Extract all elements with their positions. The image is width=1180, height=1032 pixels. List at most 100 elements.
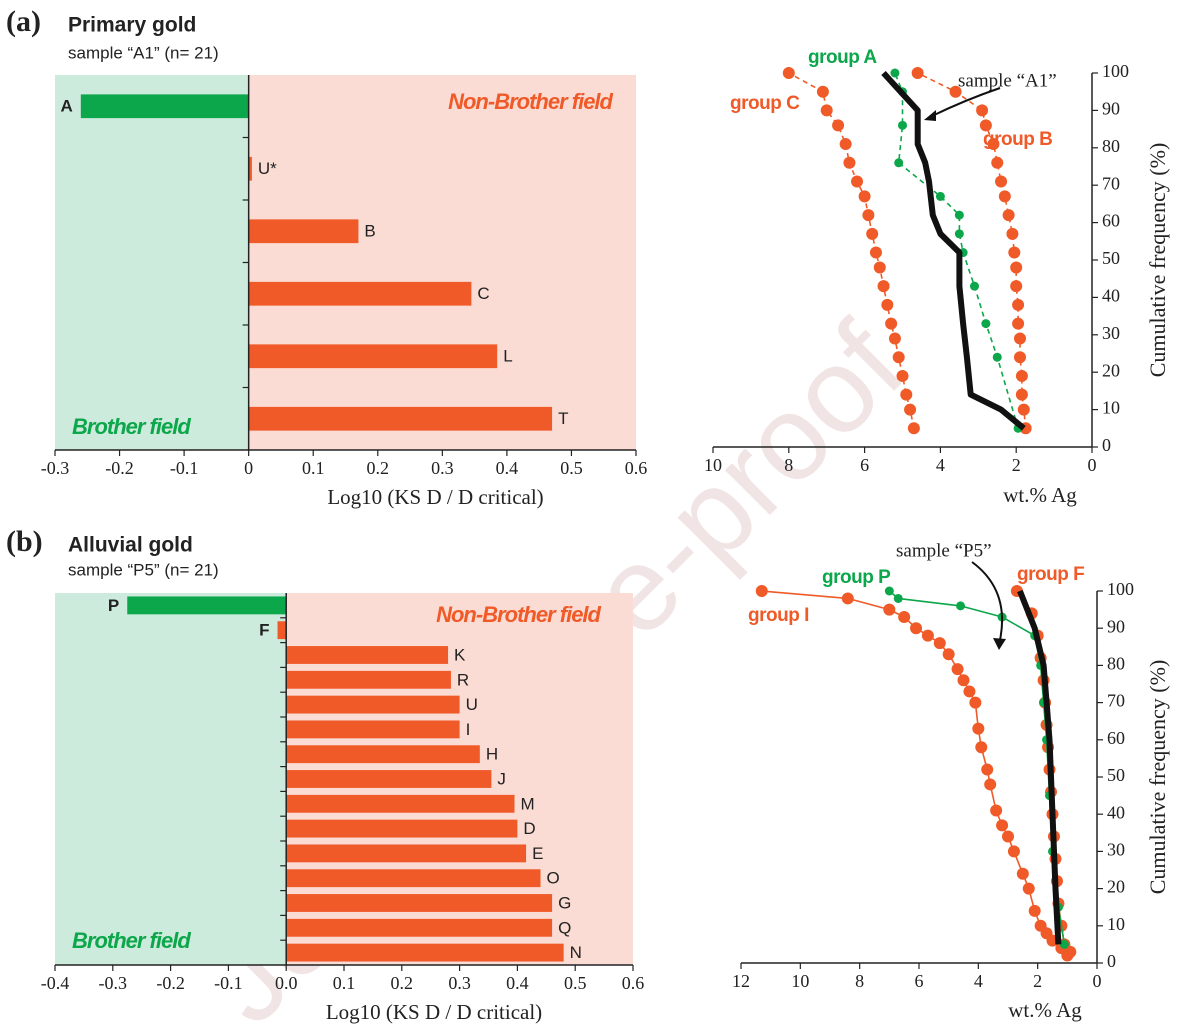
series-point bbox=[949, 85, 962, 98]
x-tick-label: 0.6 bbox=[622, 973, 645, 993]
x-tick-label: 0.2 bbox=[391, 973, 414, 993]
bar-label: O bbox=[547, 869, 560, 888]
field-label: Brother field bbox=[72, 928, 191, 953]
chart-title: Alluvial gold bbox=[68, 534, 193, 557]
series-line bbox=[761, 590, 1068, 957]
series-point bbox=[873, 261, 886, 274]
x-tick-label: -0.1 bbox=[214, 973, 243, 993]
bar-label: H bbox=[486, 745, 498, 764]
series-point bbox=[910, 622, 923, 635]
series-label: group A bbox=[808, 47, 877, 68]
bar bbox=[80, 94, 249, 119]
series-point bbox=[981, 763, 994, 776]
bar bbox=[277, 621, 287, 640]
series-point bbox=[1006, 227, 1019, 240]
x-tick-label: 2 bbox=[1012, 455, 1021, 475]
x-tick-label: 0.3 bbox=[448, 973, 471, 993]
bar bbox=[248, 156, 252, 181]
panel-label: (b) bbox=[6, 525, 43, 558]
series-point bbox=[1007, 845, 1020, 858]
bar-label: C bbox=[477, 284, 489, 303]
series-point bbox=[1010, 280, 1023, 293]
brother-field bbox=[55, 75, 249, 450]
bar-label: M bbox=[521, 794, 535, 813]
bar-label: K bbox=[454, 645, 466, 664]
series-point bbox=[1002, 209, 1015, 222]
field-label: Non-Brother field bbox=[448, 89, 613, 114]
x-tick-label: 8 bbox=[784, 455, 793, 475]
series-point bbox=[981, 319, 991, 329]
y-tick-label: 40 bbox=[1107, 802, 1125, 822]
series-point bbox=[884, 586, 894, 596]
y-tick-label: 80 bbox=[1107, 654, 1125, 674]
bar bbox=[127, 596, 287, 615]
series-line bbox=[917, 72, 1027, 429]
x-tick-label: 0.3 bbox=[431, 458, 454, 478]
series-line bbox=[788, 72, 915, 429]
x-tick-label: 0.6 bbox=[625, 458, 648, 478]
bar bbox=[286, 943, 564, 962]
series-point bbox=[1022, 882, 1035, 895]
bar-label: F bbox=[259, 621, 269, 640]
series-point bbox=[995, 175, 1008, 188]
series-label: group F bbox=[1017, 564, 1084, 585]
series-point bbox=[1008, 246, 1021, 259]
bar-label: G bbox=[558, 893, 571, 912]
series-point bbox=[883, 603, 896, 616]
series-line bbox=[1016, 590, 1071, 953]
x-tick-label: 10 bbox=[791, 971, 809, 991]
series-point bbox=[1015, 388, 1028, 401]
x-tick-label: 2 bbox=[1033, 971, 1042, 991]
x-tick-label: 4 bbox=[936, 455, 945, 475]
series-point bbox=[970, 281, 980, 291]
bar-label: D bbox=[523, 819, 535, 838]
series-point bbox=[816, 85, 829, 98]
series-point bbox=[888, 332, 901, 345]
series-point bbox=[998, 190, 1011, 203]
x-axis-label: wt.% Ag bbox=[1008, 998, 1082, 1022]
series-label: sample “A1” bbox=[958, 70, 1057, 91]
y-axis-label: Cumulative frequency (%) bbox=[1145, 660, 1170, 895]
series-point bbox=[1012, 317, 1025, 330]
bar bbox=[286, 819, 518, 838]
series-point bbox=[782, 67, 795, 79]
y-tick-label: 50 bbox=[1102, 248, 1120, 268]
series-point bbox=[894, 158, 904, 168]
series-point bbox=[1059, 939, 1069, 949]
field-label: Non-Brother field bbox=[436, 602, 601, 627]
x-axis-label: wt.% Ag bbox=[1003, 483, 1077, 507]
series-point bbox=[898, 120, 907, 130]
y-tick-label: 70 bbox=[1107, 691, 1125, 711]
series-point bbox=[1034, 919, 1047, 932]
series-point bbox=[841, 592, 854, 605]
bar bbox=[248, 219, 359, 244]
series-line bbox=[881, 70, 1026, 431]
x-tick-label: 0.5 bbox=[564, 973, 587, 993]
annotation-arrow bbox=[971, 561, 1004, 641]
series-point bbox=[987, 138, 1000, 151]
series-point bbox=[832, 119, 845, 132]
series-point bbox=[975, 741, 988, 754]
series-point bbox=[957, 674, 970, 687]
series-point bbox=[843, 156, 856, 169]
y-tick-label: 10 bbox=[1107, 914, 1125, 934]
bar bbox=[286, 720, 460, 739]
chart-subtitle: sample “P5” (n= 21) bbox=[68, 560, 219, 579]
x-tick-label: 10 bbox=[704, 455, 722, 475]
series-label: group P bbox=[822, 567, 891, 588]
bar bbox=[286, 894, 553, 912]
y-tick-label: 70 bbox=[1102, 173, 1120, 193]
bar bbox=[286, 869, 541, 888]
series-point bbox=[996, 819, 1009, 832]
bar-label: A bbox=[61, 97, 73, 116]
y-tick-label: 0 bbox=[1102, 435, 1111, 455]
series-point bbox=[892, 351, 905, 364]
bar-label: R bbox=[457, 670, 469, 689]
arrow-head bbox=[924, 110, 936, 121]
series-point bbox=[858, 190, 871, 203]
y-tick-label: 30 bbox=[1107, 840, 1125, 860]
y-tick-label: 30 bbox=[1102, 323, 1120, 343]
series-line bbox=[894, 72, 1019, 429]
series-point bbox=[869, 246, 882, 259]
